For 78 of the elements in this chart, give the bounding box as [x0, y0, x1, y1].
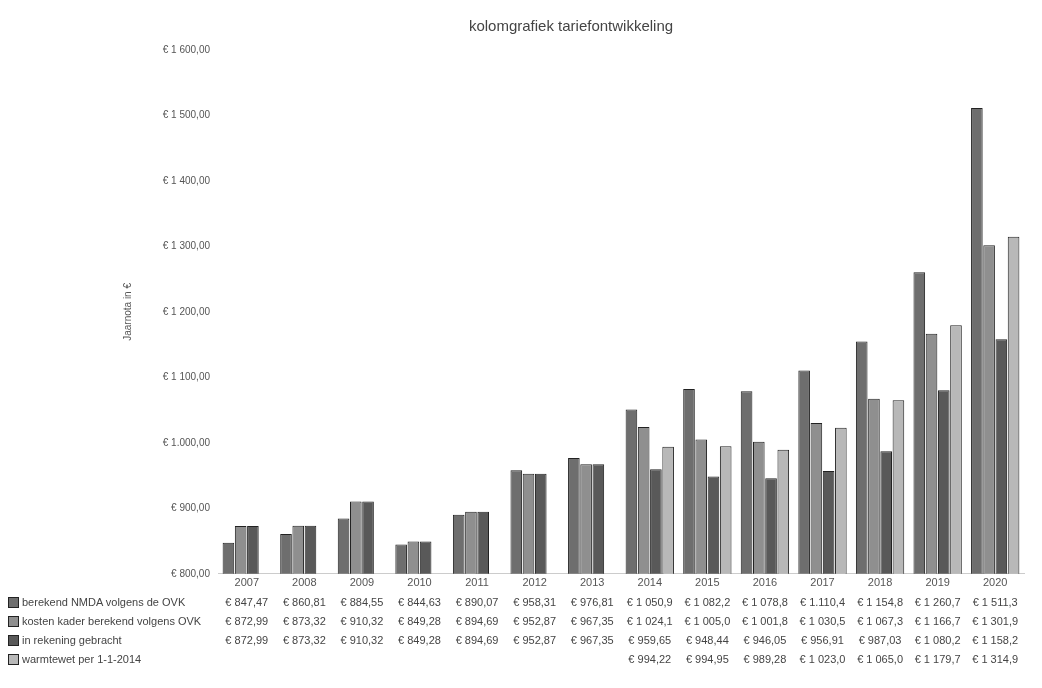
x-tick-label: 2008 [292, 576, 317, 589]
data-label: € 948,44 [684, 633, 730, 648]
data-label: € 1 179,7 [913, 652, 962, 667]
data-label: € 873,32 [281, 633, 327, 648]
y-axis-title: Jaarnota in € [121, 282, 133, 341]
data-label: € 1 005,0 [683, 614, 732, 629]
y-tick-label: € 1 600,00 [162, 43, 211, 55]
data-label: € 910,32 [339, 614, 385, 629]
y-tick-label: € 1 400,00 [162, 174, 211, 186]
data-label: € 967,35 [569, 614, 615, 629]
data-label: € 994,22 [627, 652, 673, 667]
data-label: € 967,35 [569, 633, 615, 648]
x-tick-label: 2016 [752, 576, 778, 589]
data-label: € 847,47 [224, 595, 270, 610]
data-label: € 1 314,9 [971, 652, 1020, 667]
data-label: € 959,65 [627, 633, 673, 648]
data-label: € 1 023,0 [798, 652, 847, 667]
data-label: € 849,28 [397, 633, 442, 648]
data-label: € 860,81 [281, 595, 327, 610]
data-label: € 976,81 [569, 595, 615, 610]
x-tick-label: 2010 [407, 576, 432, 589]
data-label: € 1 024,1 [625, 614, 674, 629]
data-label: € 910,32 [339, 633, 385, 648]
data-label: € 1.110,4 [798, 595, 846, 610]
data-label: € 1 030,5 [798, 614, 847, 629]
data-label: € 1 080,2 [913, 633, 962, 648]
data-label: € 989,28 [742, 652, 788, 667]
data-label: € 1 001,8 [741, 614, 789, 629]
data-label: € 946,05 [742, 633, 788, 648]
data-label: € 894,69 [454, 614, 500, 629]
x-tick-label: 2007 [234, 576, 260, 589]
x-tick-label: 2009 [349, 576, 375, 589]
y-tick-label: € 1.000,00 [162, 436, 211, 448]
data-label: € 956,91 [800, 633, 845, 648]
x-tick-label: 2017 [810, 576, 835, 589]
data-label: € 872,99 [224, 633, 270, 648]
data-label: € 1 158,2 [971, 633, 1020, 648]
y-tick-label: € 1 200,00 [162, 305, 211, 317]
data-label: € 1 065,0 [856, 652, 904, 667]
data-label: € 872,99 [224, 614, 270, 629]
data-label: € 1 050,9 [625, 595, 674, 610]
data-label: € 1 301,9 [971, 614, 1020, 629]
x-tick-label: 2018 [867, 576, 893, 589]
data-label: € 894,69 [454, 633, 500, 648]
x-tick-label: 2020 [982, 576, 1008, 589]
data-label: € 890,07 [454, 595, 500, 610]
x-tick-label: 2012 [522, 576, 547, 589]
data-label: € 1 511,3 [971, 595, 1019, 610]
data-label: € 952,87 [512, 614, 558, 629]
legend-label: berekend NMDA volgens de OVK [22, 595, 186, 610]
x-tick-label: 2015 [695, 576, 720, 589]
data-label: € 844,63 [397, 595, 442, 610]
data-label: € 1 154,8 [856, 595, 904, 610]
data-label: € 1 260,7 [913, 595, 962, 610]
data-label: € 873,32 [281, 614, 327, 629]
data-label: € 952,87 [512, 633, 558, 648]
data-label: € 884,55 [339, 595, 385, 610]
data-label: € 1 078,8 [741, 595, 789, 610]
data-label: € 987,03 [857, 633, 903, 648]
data-label: € 1 067,3 [856, 614, 904, 629]
y-tick-label: € 1 100,00 [162, 371, 211, 383]
data-label: € 994,95 [684, 652, 730, 667]
legend-label: in rekening gebracht [22, 633, 122, 648]
x-tick-label: 2011 [465, 576, 489, 589]
y-tick-label: € 900,00 [171, 502, 211, 514]
chart-title: kolomgrafiek tariefontwikkeling [468, 17, 674, 35]
y-tick-label: € 800,00 [171, 567, 211, 579]
data-label: € 958,31 [512, 595, 558, 610]
x-tick-label: 2019 [925, 576, 950, 589]
data-label: € 849,28 [397, 614, 442, 629]
y-tick-label: € 1 500,00 [162, 109, 211, 121]
data-label: € 1 082,2 [683, 595, 732, 610]
data-label: € 1 166,7 [913, 614, 962, 629]
y-tick-label: € 1 300,00 [162, 240, 211, 252]
legend-label: kosten kader berekend volgens OVK [22, 614, 202, 629]
x-tick-label: 2014 [637, 576, 663, 589]
legend-label: warmtewet per 1-1-2014 [22, 652, 142, 667]
x-tick-label: 2013 [579, 576, 605, 589]
